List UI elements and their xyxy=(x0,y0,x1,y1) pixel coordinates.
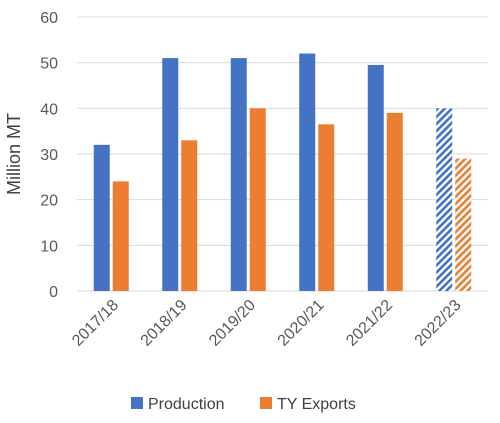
y-tick-label: 0 xyxy=(49,284,58,301)
x-tick-label: 2019/20 xyxy=(206,297,259,350)
x-tick-label: 2020/21 xyxy=(275,297,328,350)
y-axis-label: Million MT xyxy=(4,113,24,195)
legend-label-ty-exports: TY Exports xyxy=(277,396,356,413)
bar-production-2022-23 xyxy=(436,108,453,291)
x-axis-ticks: 2017/18 2018/19 2019/20 2020/21 2021/22 2022/… xyxy=(69,297,464,350)
legend-swatch-ty-exports xyxy=(260,397,272,409)
bar-ty-exports-2018-19 xyxy=(181,140,198,291)
x-tick-label: 2018/19 xyxy=(138,297,191,350)
legend-swatch-production xyxy=(131,397,143,409)
y-tick-label: 10 xyxy=(40,238,58,255)
x-tick-label: 2017/18 xyxy=(69,297,122,350)
bar-ty-exports-2019-20 xyxy=(249,108,266,291)
y-axis-ticks: 0 10 20 30 40 50 60 xyxy=(40,10,58,301)
bars xyxy=(93,53,472,292)
y-tick-label: 60 xyxy=(40,10,58,27)
bar-production-2018-19 xyxy=(162,58,179,291)
legend-label-production: Production xyxy=(148,396,225,413)
bar-ty-exports-2017-18 xyxy=(112,181,129,291)
gridlines xyxy=(77,16,488,292)
bar-production-2020-21 xyxy=(299,53,316,292)
bar-ty-exports-2021-22 xyxy=(386,112,403,292)
bar-production-2017-18 xyxy=(93,144,110,291)
bar-production-2021-22 xyxy=(367,64,384,291)
bar-ty-exports-2020-21 xyxy=(318,124,335,291)
x-tick-label: 2022/23 xyxy=(412,297,465,350)
y-tick-label: 40 xyxy=(40,101,58,118)
y-tick-label: 50 xyxy=(40,56,58,73)
y-tick-label: 30 xyxy=(40,147,58,164)
y-tick-label: 20 xyxy=(40,193,58,210)
x-tick-label: 2021/22 xyxy=(343,297,396,350)
legend: Production TY Exports xyxy=(131,396,356,413)
bar-ty-exports-2022-23 xyxy=(455,158,472,291)
bar-production-2019-20 xyxy=(230,58,247,291)
